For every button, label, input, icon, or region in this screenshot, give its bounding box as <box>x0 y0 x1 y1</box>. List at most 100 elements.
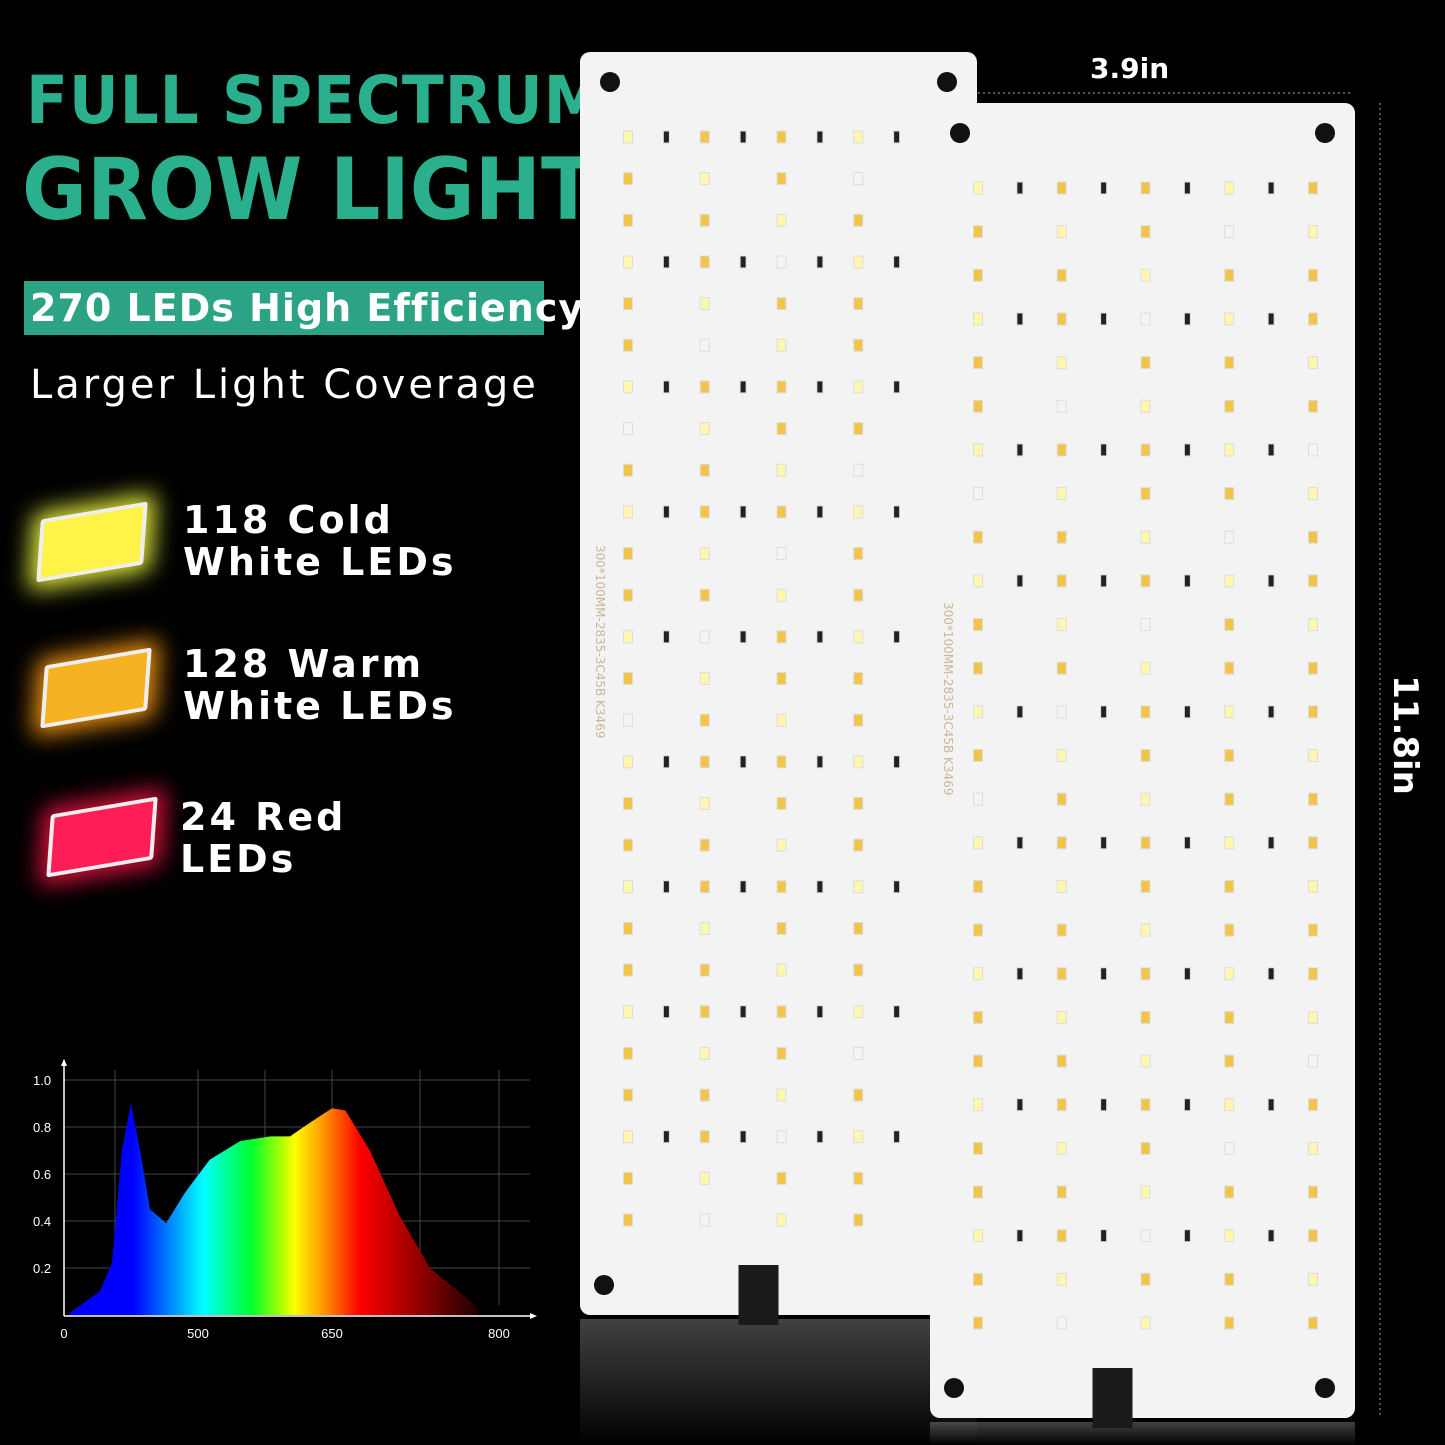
led <box>973 618 983 632</box>
led <box>1224 1272 1235 1286</box>
led <box>699 796 710 810</box>
led <box>816 130 824 144</box>
led <box>623 338 633 352</box>
led <box>1140 1272 1151 1286</box>
led <box>1056 1185 1067 1199</box>
led <box>699 213 710 227</box>
led <box>1224 487 1235 501</box>
led <box>699 588 710 602</box>
x-tick-label: 500 <box>187 1326 209 1341</box>
led <box>1100 967 1108 981</box>
led <box>776 755 787 769</box>
led <box>776 1171 787 1185</box>
led <box>623 713 633 727</box>
led <box>973 1272 983 1286</box>
led <box>853 880 864 894</box>
led <box>1224 225 1235 239</box>
pcb-marking: 300*100MM-2835-3C45B K3469 <box>941 602 955 795</box>
led <box>1016 443 1024 457</box>
led <box>1140 836 1151 850</box>
led <box>1140 705 1151 719</box>
led <box>623 796 633 810</box>
led <box>1140 1010 1151 1024</box>
led <box>853 1088 864 1102</box>
cold-white-label: 118 Cold White LEDs <box>183 498 457 584</box>
led <box>1308 356 1318 370</box>
led <box>1056 225 1067 239</box>
led <box>853 338 864 352</box>
led <box>776 1046 787 1060</box>
led <box>1267 574 1275 588</box>
led <box>1224 356 1235 370</box>
led <box>699 380 710 394</box>
led <box>623 963 633 977</box>
led <box>1224 879 1235 893</box>
led <box>1224 1229 1235 1243</box>
led <box>973 443 983 457</box>
led <box>623 297 633 311</box>
led <box>662 505 670 519</box>
led <box>1224 1316 1235 1330</box>
led <box>623 255 633 269</box>
led <box>776 297 787 311</box>
led <box>776 713 787 727</box>
led <box>1056 1098 1067 1112</box>
led <box>776 672 787 685</box>
led <box>1140 792 1151 806</box>
led <box>1183 1098 1191 1112</box>
led <box>973 1141 983 1155</box>
led <box>1056 181 1067 195</box>
panel-reflection <box>580 1319 977 1445</box>
led <box>816 380 824 394</box>
led <box>973 967 983 981</box>
led <box>623 463 633 477</box>
led <box>699 338 710 352</box>
led <box>699 1088 710 1102</box>
led <box>699 963 710 977</box>
led <box>853 1171 864 1185</box>
led <box>1308 1098 1318 1112</box>
dc-connector <box>738 1265 779 1325</box>
led <box>623 213 633 227</box>
led <box>1224 749 1235 762</box>
led <box>1183 443 1191 457</box>
led <box>973 574 983 588</box>
led <box>1224 1185 1235 1199</box>
led <box>1308 879 1318 893</box>
led <box>739 255 747 269</box>
subtitle: Larger Light Coverage <box>30 362 539 408</box>
led <box>1056 399 1067 413</box>
led <box>1056 312 1067 326</box>
led <box>699 672 710 685</box>
x-tick-label: 0 <box>60 1326 67 1341</box>
led <box>623 1088 633 1102</box>
led <box>973 1229 983 1243</box>
led <box>1308 487 1318 501</box>
led <box>853 463 864 477</box>
led <box>1140 879 1151 893</box>
led <box>973 181 983 195</box>
led-count-badge: 270 LEDs High Efficiency <box>24 281 583 335</box>
panel-reflection <box>930 1422 1355 1445</box>
led <box>1016 1098 1024 1112</box>
led <box>1267 443 1275 457</box>
led <box>893 755 901 769</box>
led <box>776 505 787 519</box>
led <box>1224 661 1235 675</box>
led <box>1308 705 1318 719</box>
led <box>1056 618 1067 632</box>
led <box>1308 1010 1318 1024</box>
led <box>1183 836 1191 850</box>
led <box>1100 836 1108 850</box>
led <box>1224 836 1235 850</box>
led <box>853 796 864 810</box>
led <box>853 547 864 561</box>
led <box>853 588 864 602</box>
led <box>853 755 864 769</box>
led <box>699 838 710 852</box>
led <box>776 838 787 852</box>
led <box>699 505 710 519</box>
led <box>1267 1229 1275 1243</box>
spectrum-area <box>69 1103 480 1315</box>
